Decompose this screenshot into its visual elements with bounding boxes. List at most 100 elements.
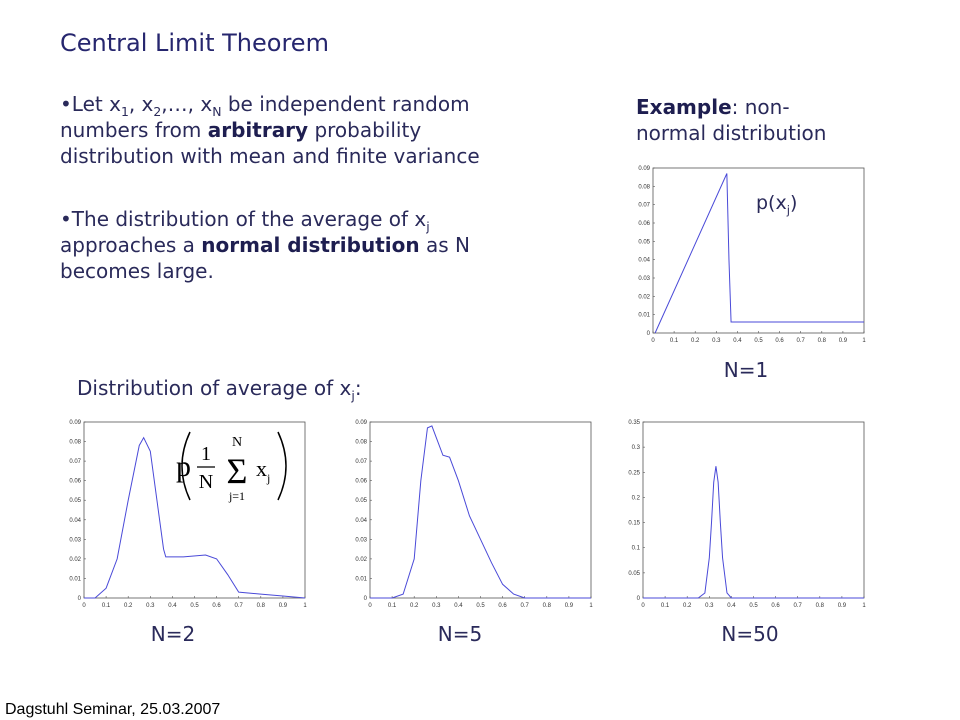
- y-tick-label: 0.08: [355, 440, 367, 446]
- chart-title: N=2: [151, 622, 195, 646]
- x-tick-label: 0.5: [754, 338, 763, 344]
- y-tick-label: 0.07: [69, 459, 81, 465]
- x-tick-label: 0: [82, 603, 86, 609]
- slide-title: Central Limit Theorem: [60, 29, 329, 57]
- formula-num: 1: [201, 443, 211, 465]
- y-tick-label: 0.05: [69, 498, 81, 504]
- x-tick-label: 0.9: [839, 338, 848, 344]
- y-tick-label: 0.02: [355, 557, 367, 563]
- footer: Dagstuhl Seminar, 25.03.2007: [5, 701, 220, 718]
- y-tick-label: 0.09: [355, 420, 367, 426]
- text-line: Distribution of average of xj:: [77, 376, 362, 403]
- y-tick-label: 0.03: [355, 537, 367, 543]
- y-tick-label: 0.05: [638, 239, 650, 245]
- formula-p: p: [176, 450, 191, 483]
- text-span: Distribution of average of x: [77, 376, 352, 400]
- x-tick-label: 0.2: [410, 603, 419, 609]
- y-tick-label: 0.03: [638, 276, 650, 282]
- chart-title: N=50: [721, 622, 778, 646]
- x-tick-label: 0.6: [771, 603, 780, 609]
- text-span: :: [355, 376, 362, 400]
- subscript: 1: [121, 104, 129, 119]
- text-span: ): [790, 192, 797, 214]
- plot-frame: [369, 421, 592, 599]
- x-tick-label: 0.4: [727, 603, 736, 609]
- data-line: [84, 436, 306, 599]
- text-line: p(xj): [756, 192, 797, 217]
- x-tick-label: 0.3: [705, 603, 714, 609]
- y-tick-label: 0.07: [638, 203, 650, 209]
- x-tick-label: 0.7: [235, 603, 244, 609]
- x-tick-label: 0.7: [521, 603, 530, 609]
- x-tick-label: 0.4: [168, 603, 177, 609]
- text-line: numbers from arbitrary probability: [60, 118, 421, 142]
- text-line: •The distribution of the average of xj: [60, 207, 430, 234]
- y-tick-label: 0.06: [638, 221, 650, 227]
- subscript: j: [350, 388, 354, 403]
- text-line: distribution with mean and finite varian…: [60, 144, 480, 168]
- y-tick-label: 0.06: [355, 479, 367, 485]
- x-tick-label: 0.5: [749, 603, 758, 609]
- y-tick-label: 0: [78, 596, 82, 602]
- y-tick-label: 0.25: [628, 470, 640, 476]
- y-tick-label: 0.15: [628, 521, 640, 527]
- formula-lower: j=1: [228, 489, 245, 503]
- x-tick-label: 0: [641, 603, 645, 609]
- text-span: p(x: [756, 192, 787, 214]
- y-tick-label: 0.07: [355, 459, 367, 465]
- x-tick-label: 0.8: [257, 603, 266, 609]
- chart-title: N=1: [724, 358, 768, 382]
- x-tick-label: 0.3: [712, 338, 721, 344]
- x-tick-label: 1: [862, 338, 866, 344]
- x-tick-label: 0.2: [124, 603, 133, 609]
- y-tick-label: 0.03: [69, 537, 81, 543]
- x-tick-label: 0.2: [691, 338, 700, 344]
- text-line: •Let x1, x2,…, xN be independent random: [60, 92, 470, 119]
- x-tick-label: 0.4: [733, 338, 742, 344]
- y-tick-label: 0: [647, 331, 651, 337]
- formula-index: j: [266, 471, 270, 485]
- x-tick-label: 0.4: [454, 603, 463, 609]
- x-tick-label: 0.6: [498, 603, 507, 609]
- text-span: as N: [420, 233, 470, 257]
- y-tick-label: 0.04: [69, 518, 81, 524]
- y-tick-label: 0.35: [628, 420, 640, 426]
- x-tick-label: 0.1: [670, 338, 679, 344]
- text-line: becomes large.: [60, 259, 214, 283]
- y-tick-label: 0.04: [638, 258, 650, 264]
- text-span: normal distribution: [201, 233, 419, 257]
- y-tick-label: 0.05: [355, 498, 367, 504]
- y-tick-label: 0.01: [638, 313, 650, 319]
- y-tick-label: 0: [364, 596, 368, 602]
- text-span: numbers from: [60, 118, 208, 142]
- x-tick-label: 1: [862, 603, 866, 609]
- plot-frame: [642, 421, 865, 599]
- text-span: •Let x: [60, 92, 121, 116]
- plot-frame: [83, 421, 306, 599]
- x-tick-label: 0.5: [190, 603, 199, 609]
- x-tick-label: 0.9: [279, 603, 288, 609]
- x-tick-label: 0.9: [565, 603, 574, 609]
- formula-sum: Σ: [227, 451, 248, 491]
- formula-upper: N: [232, 435, 242, 450]
- y-tick-label: 0.02: [638, 294, 650, 300]
- subscript: N: [212, 104, 221, 119]
- x-tick-label: 0.8: [543, 603, 552, 609]
- x-tick-label: 0.5: [476, 603, 485, 609]
- text-span: Example: [636, 95, 732, 119]
- x-tick-label: 0.3: [432, 603, 441, 609]
- text-span: arbitrary: [208, 118, 308, 142]
- x-tick-label: 0.7: [797, 338, 806, 344]
- y-tick-label: 0.06: [69, 479, 81, 485]
- x-tick-label: 0.7: [794, 603, 803, 609]
- x-tick-label: 0.6: [212, 603, 221, 609]
- x-tick-label: 0.2: [683, 603, 692, 609]
- text-span: : non-: [732, 95, 790, 119]
- x-tick-label: 0.9: [838, 603, 847, 609]
- text-span: ,…, x: [161, 92, 212, 116]
- y-tick-label: 0.01: [355, 576, 367, 582]
- x-tick-label: 1: [589, 603, 593, 609]
- subscript: j: [786, 203, 790, 217]
- text-span: be independent random: [221, 92, 469, 116]
